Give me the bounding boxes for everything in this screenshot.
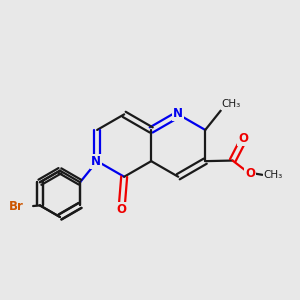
Text: N: N <box>91 154 101 168</box>
Text: O: O <box>238 132 248 145</box>
Text: CH₃: CH₃ <box>221 99 241 109</box>
Text: O: O <box>245 167 255 180</box>
Text: N: N <box>173 107 183 120</box>
Text: O: O <box>117 203 127 216</box>
Text: CH₃: CH₃ <box>264 170 283 180</box>
Text: Br: Br <box>9 200 24 212</box>
